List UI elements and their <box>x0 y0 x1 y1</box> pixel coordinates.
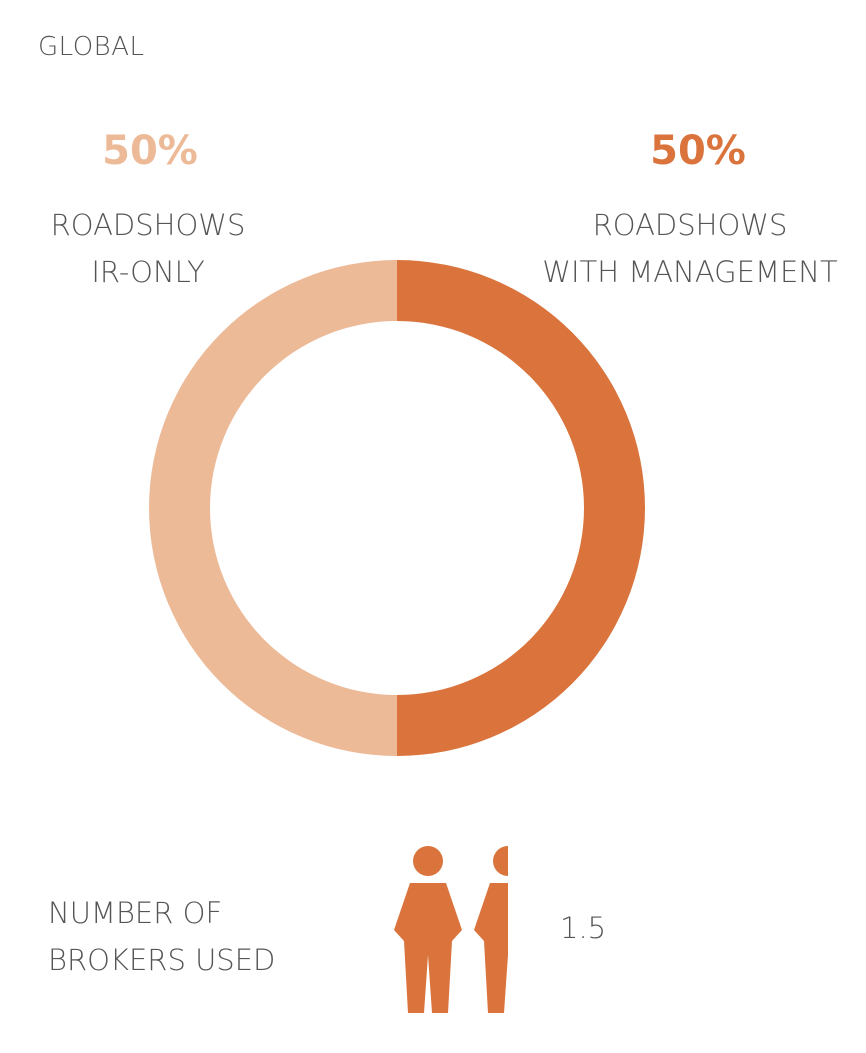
ir-only-slice <box>149 260 397 756</box>
brokers-label-line2: BROKERS USED <box>48 943 276 977</box>
ir-only-label: ROADSHOWS IR-ONLY <box>28 202 268 296</box>
half-person-icon <box>474 846 508 1013</box>
ir-only-label-line1: ROADSHOWS <box>50 208 246 242</box>
brokers-people-icons <box>394 846 508 1013</box>
ir-only-label-line2: IR-ONLY <box>91 255 205 289</box>
page-title: GLOBAL <box>38 32 145 62</box>
brokers-label-line1: NUMBER OF <box>48 896 223 930</box>
with-management-percent: 50% <box>650 128 746 174</box>
with-management-label: ROADSHOWS WITH MANAGEMENT <box>520 202 860 296</box>
brokers-value: 1.5 <box>560 911 607 945</box>
with-management-slice <box>397 260 645 756</box>
brokers-label: NUMBER OF BROKERS USED <box>48 890 275 984</box>
ir-only-percent: 50% <box>102 128 198 174</box>
with-management-label-line2: WITH MANAGEMENT <box>542 255 838 289</box>
with-management-label-line1: ROADSHOWS <box>592 208 788 242</box>
person-icon <box>394 846 462 1013</box>
